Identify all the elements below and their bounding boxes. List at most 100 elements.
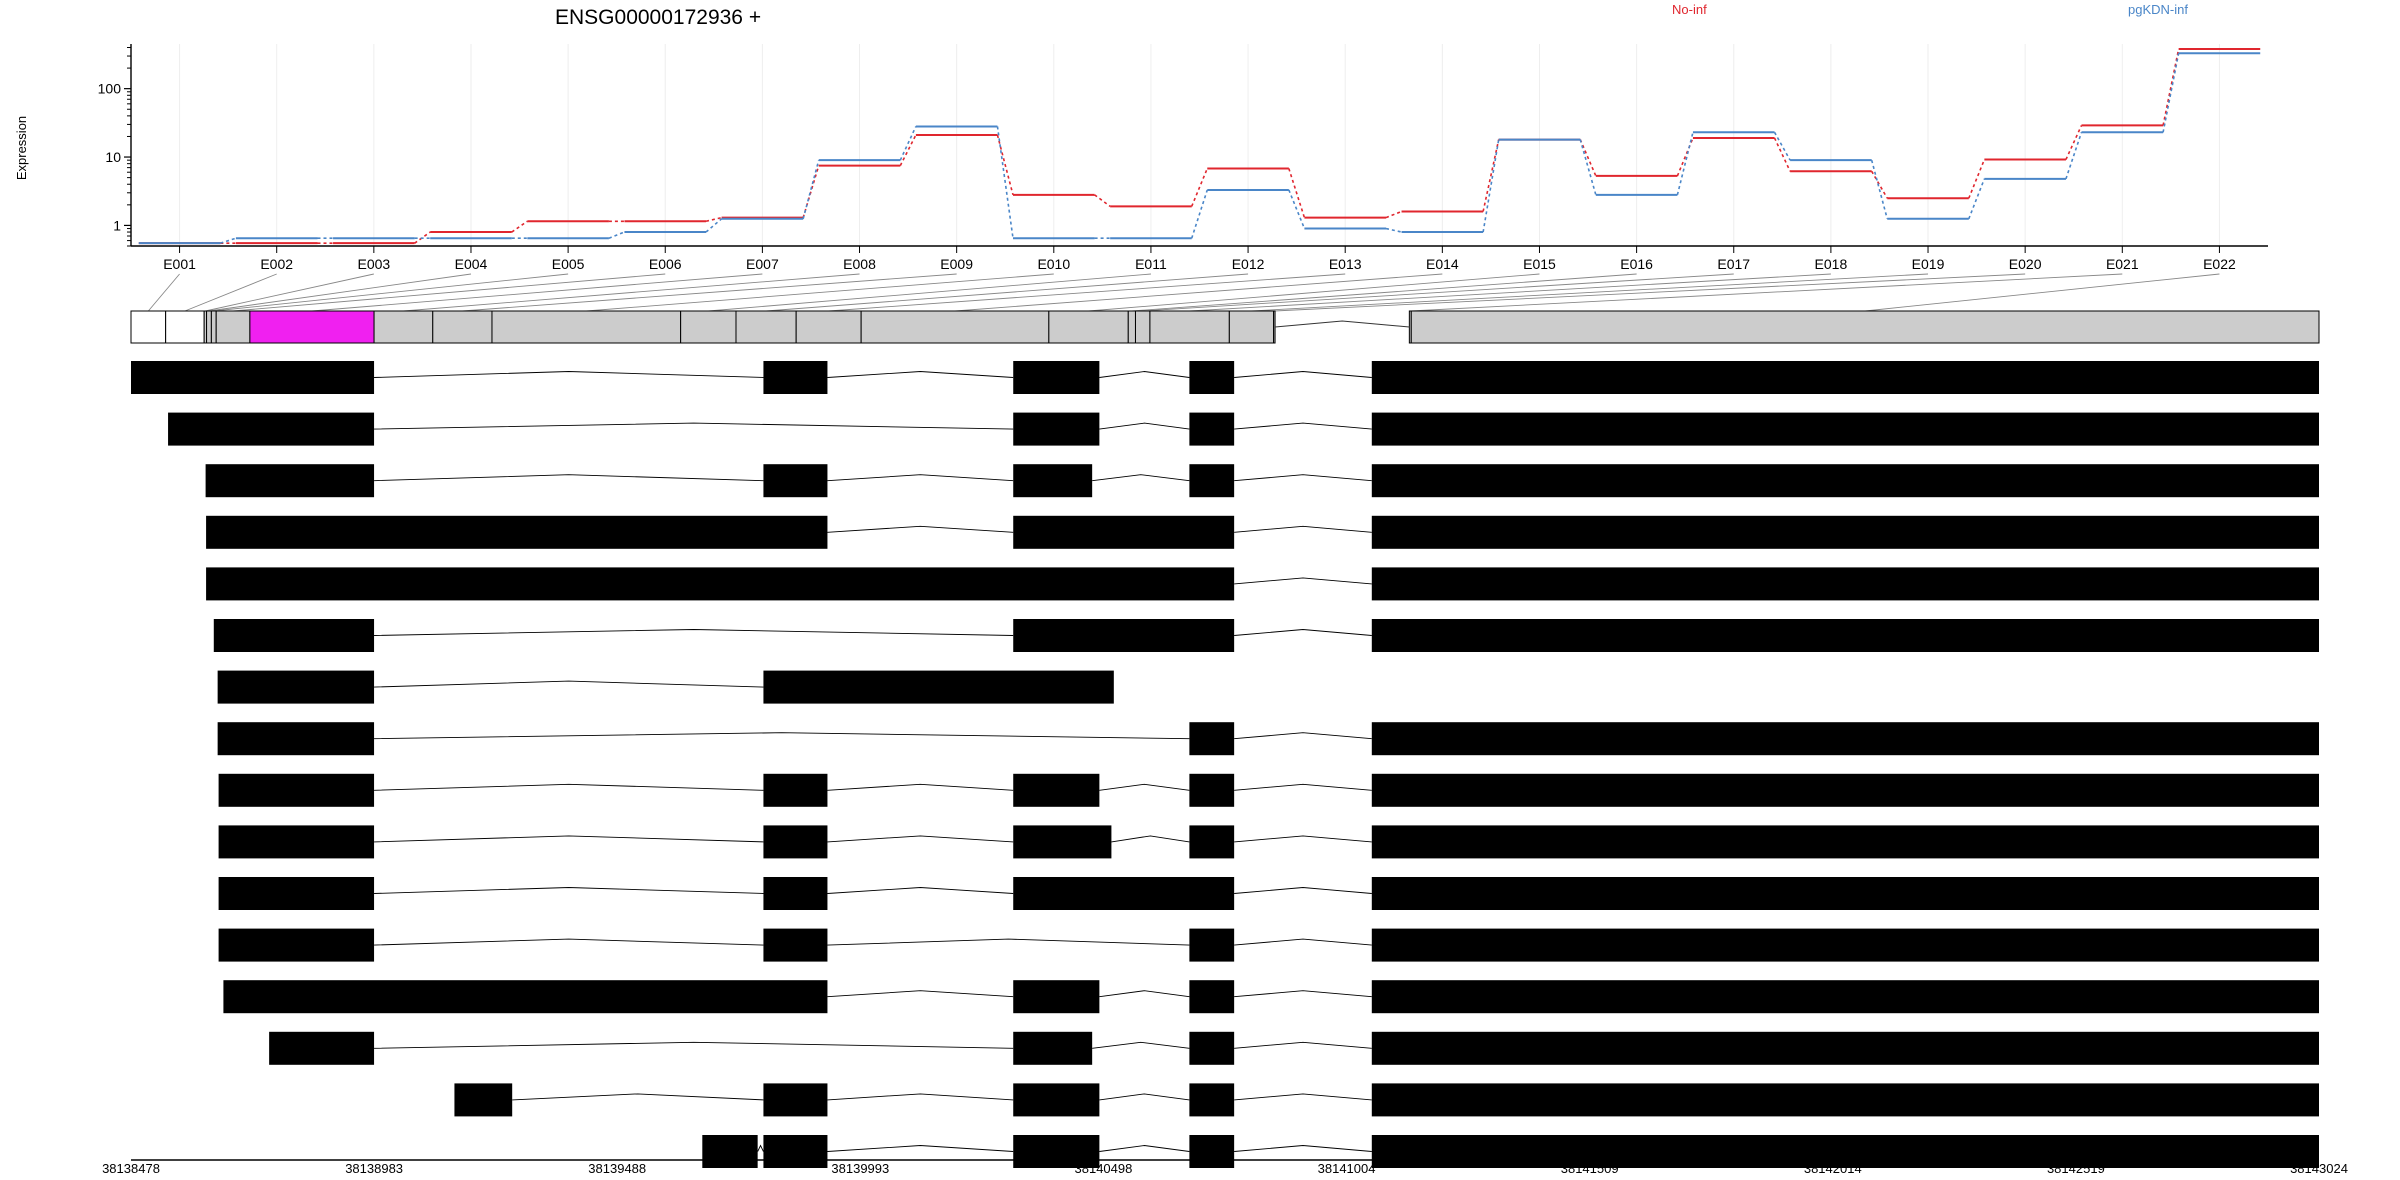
genomic-coordinate-axis: 38138478 38138983 38139488 38139993 38140498… (102, 1159, 2348, 1176)
transcript-intron (1111, 835, 1190, 843)
transcript-intron (827, 1145, 1014, 1152)
transcript-intron (512, 1093, 764, 1101)
transcript-models (131, 361, 2319, 1168)
exon-connector (1088, 273, 1540, 312)
exon-connector (954, 273, 1443, 312)
transcript-exon (1189, 412, 1235, 446)
exon-connector (1251, 273, 1929, 312)
x-tick-label: E008 (843, 256, 876, 272)
transcript-intron (1099, 1145, 1190, 1152)
transcript-exon (223, 980, 828, 1014)
transcript-exon (217, 670, 375, 704)
genome-tick-label: 38141004 (1318, 1161, 1376, 1176)
expression-axes: 1 10 100 E001 E002 E003 E004 E005 E006 E007 E008 E0… (98, 44, 2268, 272)
series-pgKDN-inf (138, 52, 2261, 245)
series-link (996, 126, 1014, 239)
transcript-intron (374, 422, 1014, 430)
exon-connector (1410, 273, 2123, 312)
transcript-intron (1234, 732, 1372, 740)
exon-bin-E019 (1228, 310, 1275, 344)
x-tick-label: E015 (1523, 256, 1556, 272)
transcript-intron (1234, 474, 1372, 482)
exon-bin-E007 (249, 310, 375, 344)
chart-title: ENSG00000172936 + (555, 6, 761, 29)
legend-no-inf: No-inf (1672, 2, 1707, 17)
exon-bin-E017 (1134, 310, 1151, 344)
series-link (1579, 139, 1597, 196)
series-link (1579, 139, 1597, 177)
transcript-exon (763, 877, 828, 910)
series-No-inf (138, 48, 2261, 245)
transcript-intron (827, 938, 1190, 946)
transcript-row (205, 464, 2319, 498)
transcript-exon (1013, 1031, 1093, 1065)
transcript-exon (1371, 361, 2319, 394)
transcript-exon (1371, 1083, 2319, 1117)
x-tick-label: E018 (1815, 256, 1848, 272)
exon-bin-E011 (680, 310, 737, 344)
transcript-intron (1234, 629, 1372, 636)
transcript-exon (1371, 619, 2319, 652)
series-link (1190, 168, 1209, 207)
transcript-row (454, 1083, 2319, 1117)
exon-connector (205, 273, 374, 312)
series-link (2065, 125, 2083, 160)
series-link (802, 165, 820, 218)
transcript-exon (218, 928, 375, 962)
transcript-intron (1234, 422, 1372, 430)
transcript-exon (217, 722, 375, 756)
transcript-intron (1234, 1145, 1372, 1152)
transcript-intron (374, 887, 764, 894)
exon-connector (766, 273, 1249, 312)
x-tick-label: E016 (1620, 256, 1653, 272)
transcript-exon (1013, 361, 1100, 394)
transcript-row (217, 722, 2319, 756)
exon-bin-E014 (860, 310, 1050, 344)
transcript-intron (1092, 474, 1190, 482)
transcript-intron (1234, 577, 1372, 585)
transcript-exon (1371, 825, 2319, 859)
transcript-exon (1189, 722, 1235, 756)
exon-connector (828, 273, 1346, 312)
transcript-exon (454, 1083, 513, 1117)
transcript-intron (1234, 371, 1372, 378)
transcript-intron (374, 474, 764, 482)
x-tick-label: E010 (1037, 256, 1070, 272)
series-link (1482, 139, 1500, 212)
exon-bin-E022 (1410, 310, 2320, 344)
series-link (899, 134, 917, 166)
exon-bin-E008 (373, 310, 434, 344)
series-link (1968, 159, 1986, 199)
genome-tick-label: 38143024 (2290, 1161, 2348, 1176)
transcript-exon (1189, 464, 1235, 498)
transcript-exon (1371, 1135, 2319, 1168)
transcript-exon (1013, 515, 1235, 549)
transcript-exon (1371, 464, 2319, 498)
transcript-exon (1013, 1083, 1100, 1117)
transcript-exon (1371, 1031, 2319, 1065)
y-tick-label: 100 (98, 81, 122, 97)
exon-bin-intron (1275, 320, 1410, 328)
series-link (996, 134, 1014, 196)
series-link (2162, 48, 2180, 126)
y-axis-label: Expression (14, 116, 29, 180)
series-link (220, 237, 237, 244)
transcript-exon (763, 464, 828, 498)
genome-tick-label: 38138983 (345, 1161, 403, 1176)
series-link (1676, 132, 1694, 196)
exon-connector (1142, 273, 1734, 312)
transcript-row (218, 928, 2319, 962)
transcript-exon (1013, 412, 1100, 446)
transcript-exon (1371, 877, 2319, 910)
exon-connector (184, 273, 277, 312)
series-link (608, 231, 625, 239)
transcript-exon (1013, 980, 1100, 1014)
transcript-intron (374, 732, 1190, 740)
x-tick-label: E021 (2106, 256, 2139, 272)
genome-tick-label: 38140498 (1075, 1161, 1133, 1176)
series-link (1968, 178, 1986, 220)
transcript-exon (206, 567, 1235, 601)
transcript-exon (763, 928, 828, 962)
x-tick-label: E013 (1329, 256, 1362, 272)
series-link (802, 159, 820, 219)
